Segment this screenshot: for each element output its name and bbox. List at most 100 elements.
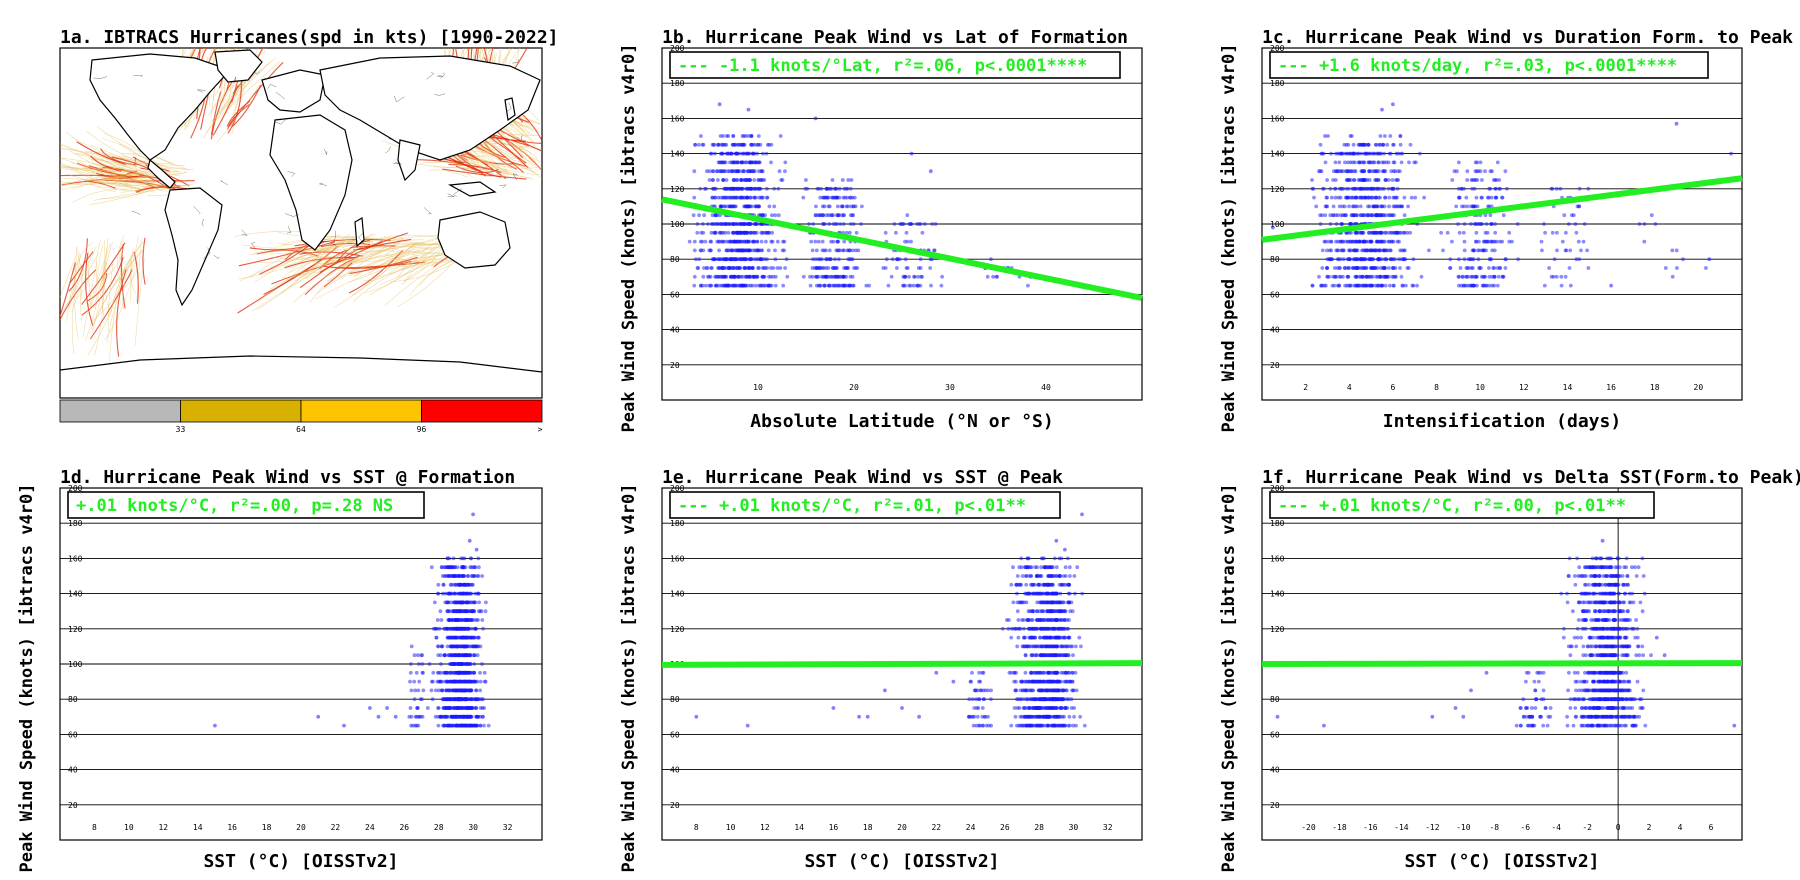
track-line (304, 258, 355, 295)
data-point (458, 600, 463, 605)
data-point (764, 151, 769, 156)
data-point (1485, 239, 1490, 244)
data-point (1347, 204, 1351, 209)
data-point (726, 151, 730, 156)
data-point (1039, 565, 1044, 570)
track-line (323, 260, 412, 269)
y-tick-label: 100 (68, 660, 83, 669)
x-tick-label: 10 (124, 823, 134, 832)
data-point (1555, 248, 1559, 253)
data-point (439, 662, 443, 666)
track-line (94, 245, 141, 324)
data-point (462, 706, 467, 710)
data-point (1347, 239, 1351, 244)
data-point (1387, 195, 1392, 200)
data-point (1354, 257, 1358, 262)
data-point (478, 688, 482, 693)
data-point (821, 213, 825, 218)
border-line (267, 83, 277, 89)
data-point (715, 213, 720, 218)
data-point (1384, 160, 1389, 165)
data-point (1321, 186, 1326, 191)
data-point (1345, 274, 1350, 279)
data-point (1328, 222, 1333, 226)
data-point (435, 679, 440, 684)
data-point (907, 222, 912, 226)
data-point (1391, 142, 1396, 147)
border-line (253, 71, 261, 75)
data-point (1377, 142, 1382, 147)
data-point (850, 274, 855, 279)
data-point (783, 169, 787, 174)
y-tick-label: 20 (670, 801, 680, 810)
data-point (1399, 274, 1404, 279)
data-point (469, 600, 474, 605)
track-line (76, 141, 126, 166)
track-line (317, 239, 376, 258)
data-point (1338, 195, 1343, 200)
data-point (1408, 230, 1413, 235)
data-point (463, 723, 468, 728)
data-point (442, 697, 447, 702)
data-point (1356, 283, 1361, 288)
data-point (1329, 239, 1333, 244)
data-point (845, 186, 850, 191)
data-point (1374, 169, 1379, 174)
border-line (385, 146, 391, 154)
track-line (87, 262, 107, 315)
data-point (831, 222, 836, 226)
data-point (1344, 239, 1348, 244)
track-line (403, 253, 446, 284)
data-point (824, 213, 829, 218)
data-point (1333, 178, 1338, 182)
data-point (724, 178, 729, 182)
data-point (1552, 257, 1557, 262)
scatter-panels: 1b. Hurricane Peak Wind vs Lat of Format… (17, 27, 1800, 872)
x-tick-label: 10 (753, 383, 763, 392)
data-point (446, 600, 451, 605)
stat-annotation: --- +1.6 knots/day, r²=.03, p<.0001**** (1278, 56, 1677, 76)
colorbar-segment (421, 399, 543, 423)
data-point (1386, 266, 1391, 270)
data-point (760, 178, 765, 182)
data-point (1394, 195, 1399, 200)
track-line (116, 269, 127, 357)
data-point (776, 186, 781, 191)
data-point (447, 706, 452, 710)
data-point (1568, 283, 1573, 288)
data-point (740, 222, 745, 226)
data-point (1497, 178, 1502, 182)
data-point (1367, 230, 1371, 235)
data-point (1462, 257, 1467, 262)
regression-line (661, 196, 1143, 301)
track-line (397, 254, 443, 278)
data-point (841, 222, 846, 226)
data-point (1388, 257, 1393, 262)
data-point (1392, 230, 1397, 235)
data-point (1024, 600, 1029, 605)
data-point (1383, 134, 1387, 138)
data-point (1649, 213, 1654, 218)
data-point (474, 688, 478, 693)
data-point (749, 134, 754, 138)
data-point (421, 670, 425, 675)
data-point (1491, 266, 1496, 270)
data-point (1348, 283, 1353, 288)
data-point (781, 239, 785, 244)
data-point (1500, 274, 1505, 279)
data-point (434, 635, 439, 640)
data-point (443, 653, 447, 658)
track-line (81, 257, 124, 316)
data-point (837, 257, 841, 262)
data-point (449, 591, 453, 596)
data-point (1391, 169, 1396, 174)
data-point (1074, 723, 1078, 728)
data-point (814, 248, 819, 253)
data-point (1391, 283, 1396, 288)
data-point (848, 195, 853, 200)
data-point (810, 248, 815, 253)
data-point (1326, 239, 1330, 244)
data-point (722, 274, 726, 279)
data-point (844, 230, 849, 235)
data-point (1406, 266, 1411, 270)
